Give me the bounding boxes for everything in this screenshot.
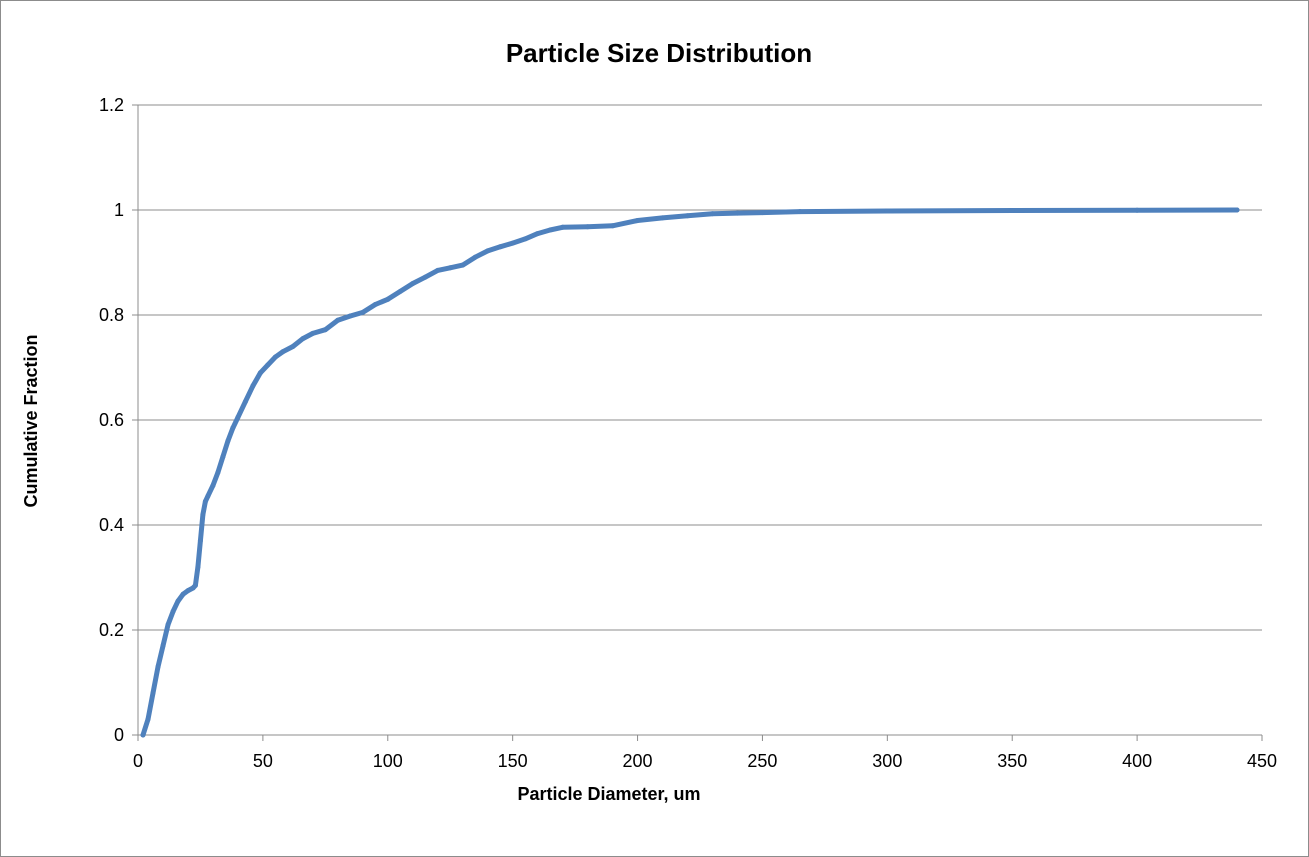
data-point bbox=[685, 213, 690, 219]
x-tick-label: 350 bbox=[997, 751, 1027, 771]
y-axis-title: Cumulative Fraction bbox=[21, 334, 41, 507]
y-tick-label: 0.8 bbox=[99, 305, 124, 325]
data-point bbox=[735, 210, 740, 216]
data-point bbox=[360, 309, 366, 315]
data-point bbox=[410, 281, 416, 286]
data-point bbox=[280, 349, 286, 355]
series-group bbox=[140, 207, 1240, 738]
x-tick-label: 300 bbox=[872, 751, 902, 771]
data-point bbox=[335, 317, 341, 323]
y-tick-label: 0.4 bbox=[99, 515, 124, 535]
data-point bbox=[547, 227, 553, 233]
data-point bbox=[242, 399, 248, 405]
data-point bbox=[422, 274, 428, 280]
data-point bbox=[1134, 207, 1140, 213]
data-point bbox=[150, 690, 156, 696]
data-point bbox=[145, 716, 151, 722]
data-point bbox=[180, 591, 186, 597]
data-point bbox=[385, 296, 391, 302]
data-point bbox=[660, 215, 665, 221]
data-point bbox=[372, 302, 378, 307]
data-point bbox=[347, 313, 353, 319]
data-point bbox=[485, 248, 491, 254]
data-point bbox=[165, 622, 171, 628]
x-tick-label: 200 bbox=[623, 751, 653, 771]
data-point bbox=[510, 240, 516, 246]
data-point bbox=[397, 288, 403, 294]
data-point bbox=[265, 362, 271, 368]
data-point bbox=[610, 223, 616, 229]
data-point bbox=[635, 218, 641, 223]
y-tick-label: 0.2 bbox=[99, 620, 124, 640]
data-point bbox=[522, 236, 528, 242]
data-point bbox=[160, 643, 166, 649]
series-line bbox=[140, 207, 1240, 738]
data-point bbox=[1234, 207, 1240, 213]
data-point bbox=[250, 383, 256, 389]
data-point bbox=[210, 483, 216, 489]
data-point bbox=[140, 732, 146, 738]
data-point bbox=[585, 224, 591, 230]
data-point bbox=[272, 354, 278, 360]
data-point bbox=[220, 454, 226, 460]
data-point bbox=[797, 209, 803, 215]
data-point bbox=[205, 493, 211, 499]
data-point bbox=[300, 336, 306, 342]
y-tick-label: 1 bbox=[114, 200, 124, 220]
data-point bbox=[195, 564, 201, 570]
data-point bbox=[185, 588, 191, 594]
data-point bbox=[230, 425, 236, 431]
x-tick-label: 250 bbox=[747, 751, 777, 771]
data-point bbox=[215, 470, 221, 475]
data-point bbox=[560, 224, 566, 230]
data-point bbox=[710, 211, 715, 217]
data-point bbox=[460, 262, 466, 268]
x-tick-label: 100 bbox=[373, 751, 403, 771]
x-tick-label: 50 bbox=[253, 751, 273, 771]
y-tick-label: 0.6 bbox=[99, 410, 124, 430]
data-point bbox=[257, 370, 263, 376]
x-tick-label: 0 bbox=[133, 751, 143, 771]
data-point bbox=[235, 414, 241, 420]
data-point bbox=[497, 244, 503, 250]
data-point bbox=[202, 498, 208, 504]
x-tick-labels: 0 50 100 150 200 250 300 350 400 450 bbox=[133, 735, 1277, 771]
data-point bbox=[310, 330, 316, 336]
x-tick-label: 400 bbox=[1122, 751, 1152, 771]
x-tick-label: 450 bbox=[1247, 751, 1277, 771]
data-point bbox=[192, 582, 198, 588]
data-point bbox=[175, 598, 181, 604]
data-point bbox=[200, 512, 206, 517]
data-point bbox=[155, 664, 161, 670]
data-point bbox=[447, 265, 453, 271]
x-tick-label: 150 bbox=[498, 751, 528, 771]
data-point bbox=[290, 344, 296, 349]
chart-title: Particle Size Distribution bbox=[506, 38, 812, 68]
data-point bbox=[535, 231, 541, 237]
y-tick-label: 1.2 bbox=[99, 95, 124, 115]
data-point bbox=[170, 609, 176, 615]
data-point bbox=[322, 327, 328, 333]
data-point bbox=[1009, 208, 1015, 213]
data-point bbox=[225, 438, 231, 444]
data-point bbox=[435, 267, 441, 273]
data-point bbox=[472, 254, 478, 260]
y-tick-labels: 0 0.2 0.4 0.6 0.8 1 1.2 bbox=[99, 95, 138, 745]
data-point bbox=[197, 538, 203, 544]
gridlines bbox=[138, 104, 1262, 631]
x-axis-title: Particle Diameter, um bbox=[517, 784, 700, 804]
y-tick-label: 0 bbox=[114, 725, 124, 745]
data-point bbox=[884, 208, 890, 214]
data-point bbox=[759, 210, 765, 216]
